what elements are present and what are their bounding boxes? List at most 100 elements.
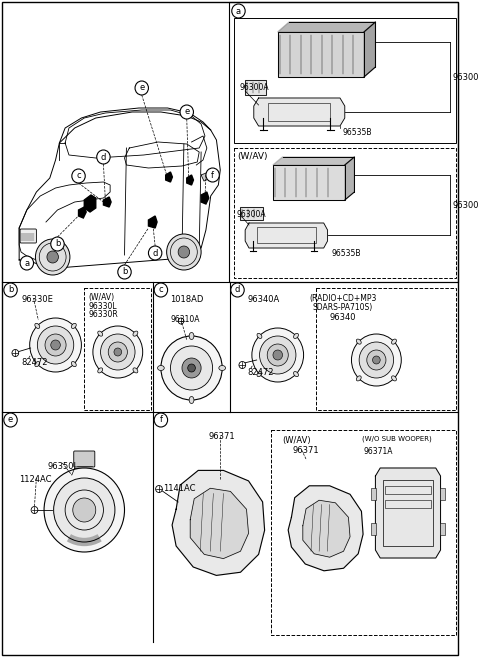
Bar [84,288,151,410]
Polygon shape [288,486,363,571]
Text: 96330E: 96330E [21,295,53,304]
Circle shape [108,342,127,362]
Circle shape [36,239,70,275]
Circle shape [273,350,283,360]
Circle shape [54,478,115,542]
Polygon shape [375,468,441,558]
Text: d: d [153,248,158,258]
Text: f: f [211,171,214,179]
Ellipse shape [294,372,299,376]
Circle shape [188,364,195,372]
Ellipse shape [133,368,138,373]
Circle shape [4,283,17,297]
Text: 96330L: 96330L [88,302,117,311]
Polygon shape [187,175,193,185]
Circle shape [206,168,219,182]
Ellipse shape [98,331,103,336]
Bar [385,500,431,508]
Text: (W/AV): (W/AV) [88,293,114,302]
Polygon shape [273,157,354,165]
Text: 96310A: 96310A [170,315,200,324]
Bar [383,480,433,546]
Circle shape [252,328,303,382]
Ellipse shape [257,333,262,338]
Text: e: e [8,415,13,424]
Bar [385,486,431,494]
Bar [440,523,445,535]
Polygon shape [278,32,364,77]
Text: 96330R: 96330R [88,310,118,319]
Text: e: e [184,108,190,116]
Circle shape [30,318,82,372]
Circle shape [51,340,60,350]
Circle shape [31,507,38,514]
Circle shape [267,344,288,366]
Polygon shape [84,195,96,212]
Circle shape [97,150,110,164]
Text: 1141AC: 1141AC [163,484,195,493]
Polygon shape [254,98,345,126]
Text: e: e [139,83,144,93]
Ellipse shape [98,368,103,373]
Ellipse shape [189,397,194,403]
Circle shape [100,334,135,370]
Circle shape [170,346,213,390]
Circle shape [232,4,245,18]
Circle shape [51,237,64,251]
Circle shape [4,413,17,427]
Circle shape [167,234,201,270]
Ellipse shape [356,376,361,381]
Ellipse shape [392,376,396,381]
Text: 82472: 82472 [247,368,274,377]
Bar [234,18,456,143]
Circle shape [154,283,168,297]
Text: b: b [55,240,60,248]
Polygon shape [303,500,350,557]
Polygon shape [240,207,264,220]
Bar [371,523,376,535]
Polygon shape [273,165,345,200]
Text: f: f [159,415,162,424]
Bar [278,32,364,77]
Bar [240,207,264,220]
Circle shape [114,348,121,356]
Text: 96535B: 96535B [331,249,361,258]
Ellipse shape [157,365,164,371]
Ellipse shape [133,331,138,336]
Polygon shape [245,80,266,95]
Text: (W/AV): (W/AV) [238,152,268,161]
Circle shape [72,169,85,183]
Text: 96535B: 96535B [343,128,372,137]
Circle shape [12,350,19,357]
Text: 96371: 96371 [292,446,319,455]
Bar [245,80,266,95]
Circle shape [93,326,143,378]
Polygon shape [190,488,249,558]
Polygon shape [278,22,375,32]
Text: (W/O SUB WOOPER): (W/O SUB WOOPER) [362,436,432,443]
FancyBboxPatch shape [20,229,36,243]
Circle shape [161,336,222,400]
Bar [257,227,316,243]
Text: 1018AD: 1018AD [170,295,204,304]
Circle shape [154,413,168,427]
Circle shape [182,358,201,378]
Polygon shape [148,216,157,228]
Ellipse shape [294,333,299,338]
Circle shape [47,251,59,263]
Circle shape [148,246,162,260]
Circle shape [178,246,190,258]
Polygon shape [201,192,209,204]
Bar [234,148,456,278]
Bar [229,2,458,282]
Circle shape [118,265,131,279]
Ellipse shape [356,339,361,344]
FancyBboxPatch shape [74,451,95,467]
Bar [268,103,330,121]
Polygon shape [245,223,327,248]
Text: 96371A: 96371A [363,447,393,456]
Text: 82472: 82472 [21,358,48,367]
Text: (RADIO+CD+MP3: (RADIO+CD+MP3 [309,294,376,303]
Text: 96300A: 96300A [240,83,269,92]
Circle shape [156,486,162,493]
